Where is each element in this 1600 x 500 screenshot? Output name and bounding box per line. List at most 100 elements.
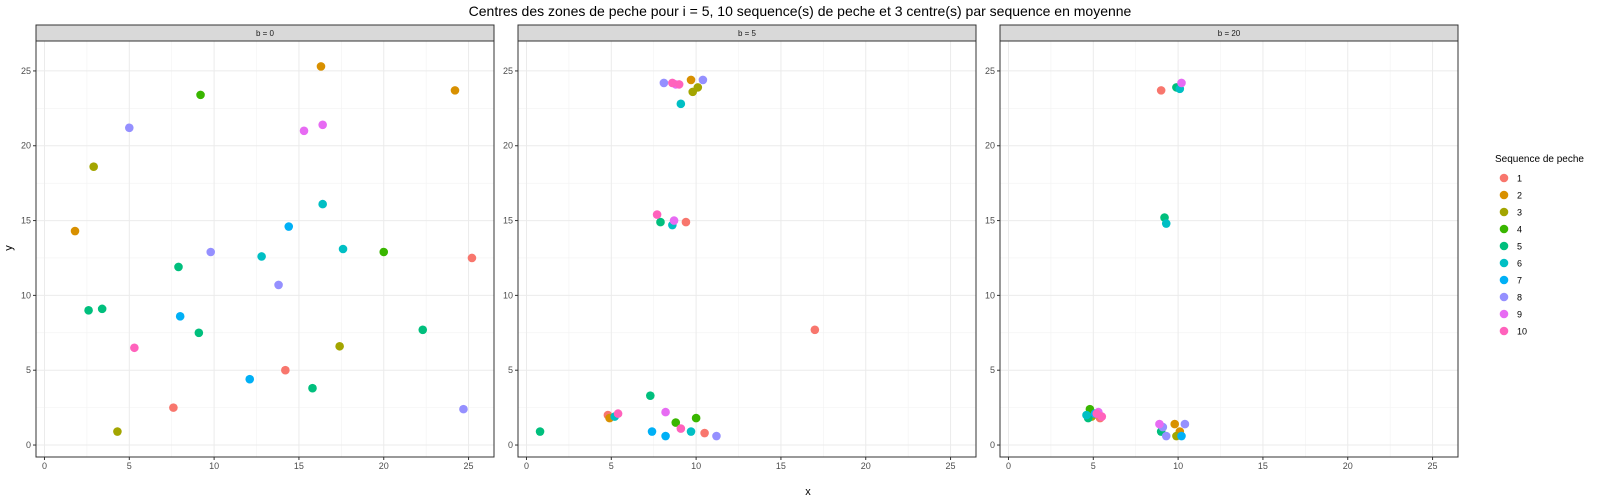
data-point bbox=[124, 123, 134, 133]
y-tick-label: 15 bbox=[21, 216, 31, 226]
data-point bbox=[418, 325, 428, 335]
data-point bbox=[245, 374, 255, 384]
data-point bbox=[1155, 419, 1164, 429]
data-point bbox=[613, 409, 623, 418]
data-point bbox=[84, 306, 93, 315]
legend-key bbox=[1499, 224, 1509, 234]
x-tick-label: 5 bbox=[127, 461, 132, 471]
x-tick-label: 0 bbox=[1006, 461, 1011, 471]
data-point bbox=[467, 253, 477, 263]
legend-label: 7 bbox=[1517, 276, 1522, 286]
panel-background bbox=[36, 41, 494, 457]
data-point bbox=[647, 427, 657, 436]
data-point bbox=[691, 413, 701, 423]
x-tick-label: 5 bbox=[1091, 461, 1096, 471]
data-point bbox=[318, 199, 327, 209]
data-point bbox=[113, 427, 122, 436]
x-tick-label: 20 bbox=[379, 461, 389, 471]
data-point bbox=[206, 247, 216, 257]
data-point bbox=[810, 325, 820, 335]
data-point bbox=[196, 90, 205, 100]
legend-key bbox=[1499, 326, 1509, 336]
data-point bbox=[284, 222, 294, 231]
legend-key bbox=[1499, 207, 1509, 217]
y-tick-label: 5 bbox=[508, 365, 513, 375]
data-point bbox=[169, 403, 178, 412]
data-point bbox=[671, 418, 681, 427]
chart-title: Centres des zones de peche pour i = 5, 1… bbox=[469, 3, 1132, 19]
facet-panels: b = 0 0 5 10 15 20 25 0 5 10 15 20 25 b = 5 0 5 10 15 20 25… bbox=[21, 24, 1459, 471]
data-point bbox=[693, 83, 703, 92]
y-tick-label: 15 bbox=[503, 216, 513, 226]
strip-label: b = 0 bbox=[256, 29, 275, 38]
y-tick-label: 5 bbox=[26, 365, 31, 375]
x-tick-label: 15 bbox=[1258, 461, 1268, 471]
data-point bbox=[335, 341, 344, 351]
x-tick-label: 5 bbox=[609, 461, 614, 471]
x-tick-label: 25 bbox=[1428, 461, 1438, 471]
facet-panel: b = 0 0 5 10 15 20 25 0 5 10 15 20 25 bbox=[21, 24, 495, 471]
data-point bbox=[379, 247, 389, 257]
x-tick-label: 20 bbox=[861, 461, 871, 471]
data-point bbox=[669, 216, 679, 225]
data-point bbox=[674, 80, 684, 89]
data-point bbox=[1170, 419, 1180, 429]
legend-key bbox=[1499, 173, 1509, 183]
legend-key bbox=[1499, 309, 1509, 319]
strip-label: b = 5 bbox=[738, 29, 757, 38]
legend-key bbox=[1499, 292, 1509, 302]
data-point bbox=[676, 99, 686, 109]
legend-label: 9 bbox=[1517, 310, 1522, 320]
x-tick-label: 0 bbox=[42, 461, 47, 471]
strip-background bbox=[999, 24, 1459, 42]
data-point bbox=[1180, 419, 1190, 429]
legend-label: 5 bbox=[1517, 242, 1522, 252]
data-point bbox=[676, 424, 686, 433]
data-point bbox=[1177, 431, 1186, 441]
data-point bbox=[89, 162, 98, 171]
data-point bbox=[338, 244, 348, 254]
data-point bbox=[668, 78, 677, 88]
strip-label: b = 20 bbox=[1218, 29, 1241, 38]
y-tick-label: 20 bbox=[21, 141, 31, 151]
panel-background bbox=[518, 41, 976, 457]
data-point bbox=[1177, 78, 1186, 88]
y-axis-title: y bbox=[3, 245, 15, 251]
data-point bbox=[700, 428, 709, 438]
y-tick-label: 0 bbox=[508, 440, 513, 450]
y-tick-label: 0 bbox=[26, 440, 31, 450]
data-point bbox=[712, 431, 721, 441]
x-tick-label: 10 bbox=[1173, 461, 1183, 471]
data-point bbox=[316, 62, 326, 71]
legend-label: 2 bbox=[1517, 191, 1522, 201]
legend-title: Sequence de peche bbox=[1495, 154, 1584, 165]
data-point bbox=[661, 407, 670, 417]
data-point bbox=[257, 252, 266, 261]
y-tick-label: 0 bbox=[990, 440, 995, 450]
data-point bbox=[318, 120, 327, 130]
data-point bbox=[459, 404, 468, 414]
data-point bbox=[1092, 409, 1101, 418]
y-tick-label: 25 bbox=[21, 66, 31, 76]
data-point bbox=[299, 126, 309, 136]
legend: Sequence de peche 1 2 3 4 5 6 7 8 9 10 bbox=[1495, 154, 1584, 337]
legend-label: 3 bbox=[1517, 208, 1522, 218]
x-tick-label: 10 bbox=[209, 461, 219, 471]
data-point bbox=[1082, 410, 1091, 420]
panel-background bbox=[1000, 41, 1458, 457]
x-tick-label: 10 bbox=[691, 461, 701, 471]
y-tick-label: 10 bbox=[985, 290, 995, 300]
legend-label: 10 bbox=[1517, 327, 1527, 337]
data-point bbox=[175, 312, 185, 321]
x-tick-label: 15 bbox=[776, 461, 786, 471]
data-point bbox=[656, 217, 665, 227]
x-tick-label: 20 bbox=[1343, 461, 1353, 471]
data-point bbox=[97, 304, 107, 314]
strip-background bbox=[517, 24, 977, 42]
legend-label: 6 bbox=[1517, 259, 1522, 269]
data-point bbox=[1161, 431, 1171, 441]
y-tick-label: 10 bbox=[503, 290, 513, 300]
data-point bbox=[70, 226, 80, 236]
y-tick-label: 20 bbox=[985, 141, 995, 151]
data-point bbox=[1161, 219, 1171, 228]
